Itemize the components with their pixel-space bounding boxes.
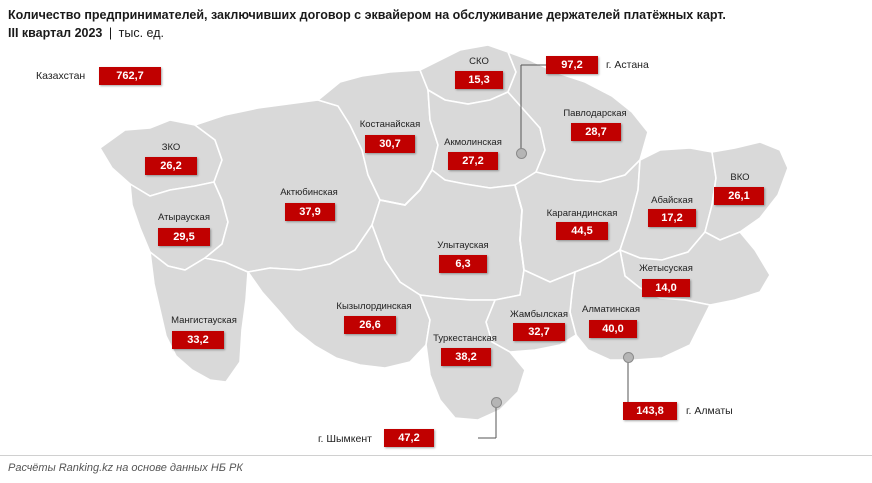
region-value-abai: 17,2 [648, 209, 696, 227]
period-label: III квартал 2023 [8, 26, 103, 40]
region-label-ulytau: Улытауская [437, 240, 489, 251]
chart-title: Количество предпринимателей, заключивших… [8, 8, 726, 22]
shymkent-marker [491, 397, 502, 408]
region-label-turkestan: Туркестанская [433, 333, 497, 344]
region-value-atyrau: 29,5 [158, 228, 210, 246]
region-label-zko: ЗКО [161, 142, 181, 153]
city-value-shymkent: 47,2 [384, 429, 434, 447]
total-value: 762,7 [99, 67, 161, 85]
region-value-sko: 15,3 [455, 71, 503, 89]
region-value-kostanay: 30,7 [365, 135, 415, 153]
unit-label: тыс. ед. [118, 26, 164, 40]
region-label-akmola: Акмолинская [444, 137, 502, 148]
region-label-aktobe: Актюбинская [280, 187, 338, 198]
region-label-abai: Абайская [651, 195, 693, 206]
region-label-atyrau: Атырауская [158, 212, 210, 223]
region-label-karaganda: Карагандинская [546, 208, 618, 219]
region-value-zhambyl: 32,7 [513, 323, 565, 341]
city-label-almaty: г. Алматы [686, 405, 733, 417]
region-value-turkestan: 38,2 [441, 348, 491, 366]
border-line [379, 169, 433, 206]
city-label-astana: г. Астана [606, 59, 649, 71]
total-label: Казахстан [36, 70, 86, 82]
region-label-zhetysu: Жетысуская [639, 263, 693, 274]
region-value-akmola: 27,2 [448, 152, 498, 170]
city-label-shymkent: г. Шымкент [318, 433, 372, 445]
region-label-sko: СКО [469, 56, 489, 67]
region-value-ulytau: 6,3 [439, 255, 487, 273]
border-line [514, 184, 525, 271]
region-value-zhetysu: 14,0 [642, 279, 690, 297]
region-label-zhambyl: Жамбылская [510, 309, 568, 320]
region-value-mangistau: 33,2 [172, 331, 224, 349]
region-label-vko: ВКО [730, 172, 750, 183]
city-value-almaty: 143,8 [623, 402, 677, 420]
region-label-mangistau: Мангистауская [171, 315, 237, 326]
region-shape-mangistau [148, 250, 249, 383]
region-value-vko: 26,1 [714, 187, 764, 205]
region-value-karaganda: 44,5 [556, 222, 608, 240]
city-value-astana: 97,2 [546, 56, 598, 74]
almaty-marker [623, 352, 634, 363]
region-value-almaty-region: 40,0 [589, 320, 637, 338]
region-value-pavlodar: 28,7 [571, 123, 621, 141]
region-label-kyzylorda: Кызылординская [336, 301, 412, 312]
source-note: Расчёты Ranking.kz на основе данных НБ Р… [8, 462, 243, 474]
region-label-kostanay: Костанайская [359, 119, 421, 130]
region-label-pavlodar: Павлодарская [563, 108, 627, 119]
region-value-kyzylorda: 26,6 [344, 316, 396, 334]
region-value-aktobe: 37,9 [285, 203, 335, 221]
footer-divider [0, 455, 872, 456]
region-label-almaty-region: Алматинская [582, 304, 640, 315]
astana-marker [516, 148, 527, 159]
chart-subtitle: III квартал 2023 | тыс. ед. [8, 24, 164, 42]
region-value-zko: 26,2 [145, 157, 197, 175]
subtitle-separator: | [108, 26, 113, 40]
